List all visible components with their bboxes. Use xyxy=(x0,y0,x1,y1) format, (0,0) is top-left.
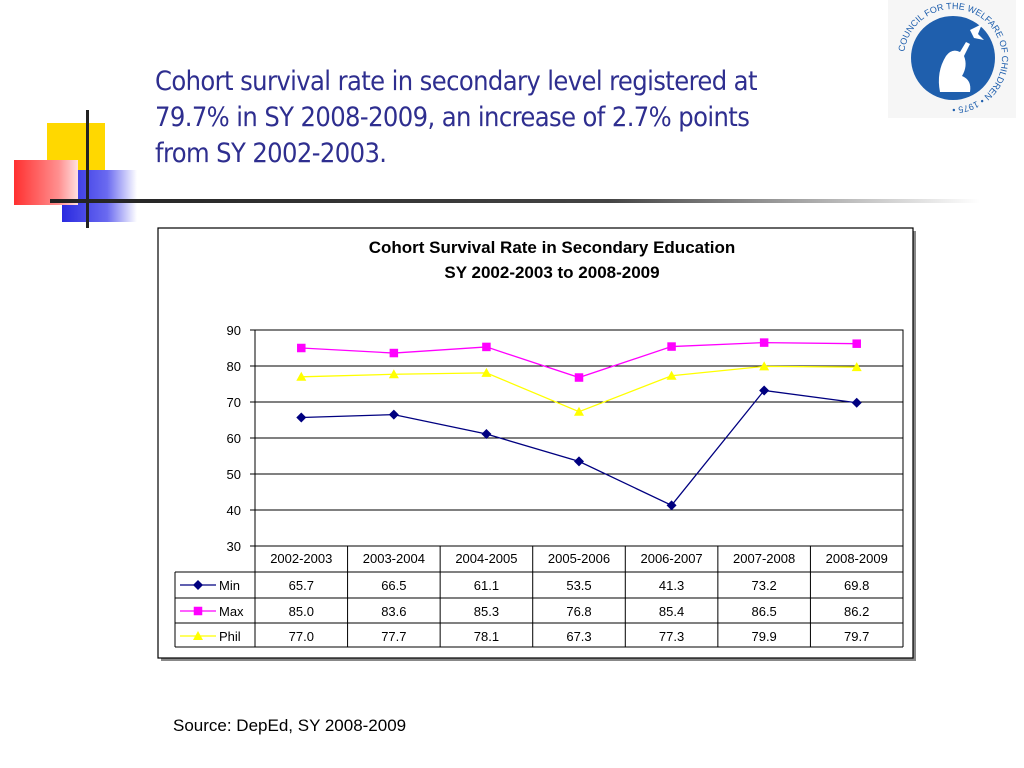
chart-title-line2: SY 2002-2003 to 2008-2009 xyxy=(444,263,659,282)
legend-label-max: Max xyxy=(219,604,244,619)
data-point-max xyxy=(852,339,861,348)
chart-title-line1: Cohort Survival Rate in Secondary Educat… xyxy=(369,238,736,257)
y-tick-label: 50 xyxy=(227,467,241,482)
table-cell: 77.0 xyxy=(289,629,314,644)
table-cell: 76.8 xyxy=(566,604,591,619)
data-point-phil xyxy=(388,369,399,379)
decoration-horizontal-line xyxy=(50,199,980,203)
data-point-min xyxy=(851,397,862,408)
table-cell: 79.7 xyxy=(844,629,869,644)
data-point-max xyxy=(574,373,584,382)
table-cell: 85.4 xyxy=(659,604,684,619)
table-cell: 66.5 xyxy=(381,578,406,593)
data-point-max xyxy=(482,342,491,352)
data-point-phil xyxy=(296,371,307,381)
table-cell: 53.5 xyxy=(566,578,591,593)
legend-label-min: Min xyxy=(219,578,240,593)
table-cell: 85.3 xyxy=(474,604,499,619)
data-point-phil xyxy=(851,362,862,372)
category-label: 2006-2007 xyxy=(640,551,702,566)
category-label: 2005-2006 xyxy=(548,551,610,566)
data-point-min xyxy=(759,385,770,396)
title-line: 79.7% in SY 2008-2009, an increase of 2.… xyxy=(155,102,750,133)
slide-title: Cohort survival rate in secondary level … xyxy=(155,64,855,172)
title-line: from SY 2002-2003. xyxy=(155,138,387,169)
data-point-max xyxy=(389,348,399,358)
decoration-vertical-line xyxy=(86,110,89,228)
council-logo: COUNCIL FOR THE WELFARE OF CHILDREN • 19… xyxy=(888,0,1016,118)
data-point-min xyxy=(388,409,399,420)
data-point-phil xyxy=(574,406,584,416)
y-tick-label: 70 xyxy=(227,395,241,410)
data-point-max xyxy=(759,338,769,347)
table-cell: 77.7 xyxy=(381,629,406,644)
data-point-max xyxy=(667,342,676,351)
table-cell: 77.3 xyxy=(659,629,684,644)
table-cell: 41.3 xyxy=(659,578,684,593)
table-cell: 65.7 xyxy=(289,578,314,593)
data-point-max xyxy=(297,343,306,353)
source-note: Source: DepEd, SY 2008-2009 xyxy=(173,716,407,735)
category-label: 2008-2009 xyxy=(826,551,888,566)
table-cell: 78.1 xyxy=(474,629,499,644)
y-tick-label: 90 xyxy=(227,323,241,338)
legend-marker-max xyxy=(193,606,203,616)
table-cell: 83.6 xyxy=(381,604,406,619)
legend-marker-min xyxy=(193,580,203,590)
table-cell: 73.2 xyxy=(751,578,776,593)
category-label: 2004-2005 xyxy=(455,551,517,566)
table-cell: 69.8 xyxy=(844,578,869,593)
table-cell: 86.5 xyxy=(751,604,776,619)
data-point-phil xyxy=(759,361,770,371)
legend-marker-phil xyxy=(193,631,203,640)
table-cell: 86.2 xyxy=(844,604,869,619)
decoration-red-square xyxy=(14,160,78,205)
y-tick-label: 60 xyxy=(227,431,241,446)
category-label: 2007-2008 xyxy=(733,551,795,566)
data-point-min xyxy=(296,412,307,423)
y-tick-label: 30 xyxy=(227,539,241,554)
y-tick-label: 80 xyxy=(227,359,241,374)
table-cell: 67.3 xyxy=(566,629,591,644)
table-cell: 79.9 xyxy=(751,629,776,644)
category-label: 2003-2004 xyxy=(363,551,425,566)
data-point-phil xyxy=(481,367,492,377)
legend-label-phil: Phil xyxy=(219,629,241,644)
data-point-min xyxy=(574,456,584,467)
y-tick-label: 40 xyxy=(227,503,241,518)
title-line: Cohort survival rate in secondary level … xyxy=(155,66,757,97)
data-point-phil xyxy=(666,370,677,380)
data-point-min xyxy=(666,500,677,511)
data-point-min xyxy=(481,429,492,440)
table-cell: 85.0 xyxy=(289,604,314,619)
category-label: 2002-2003 xyxy=(270,551,332,566)
table-cell: 61.1 xyxy=(474,578,499,593)
